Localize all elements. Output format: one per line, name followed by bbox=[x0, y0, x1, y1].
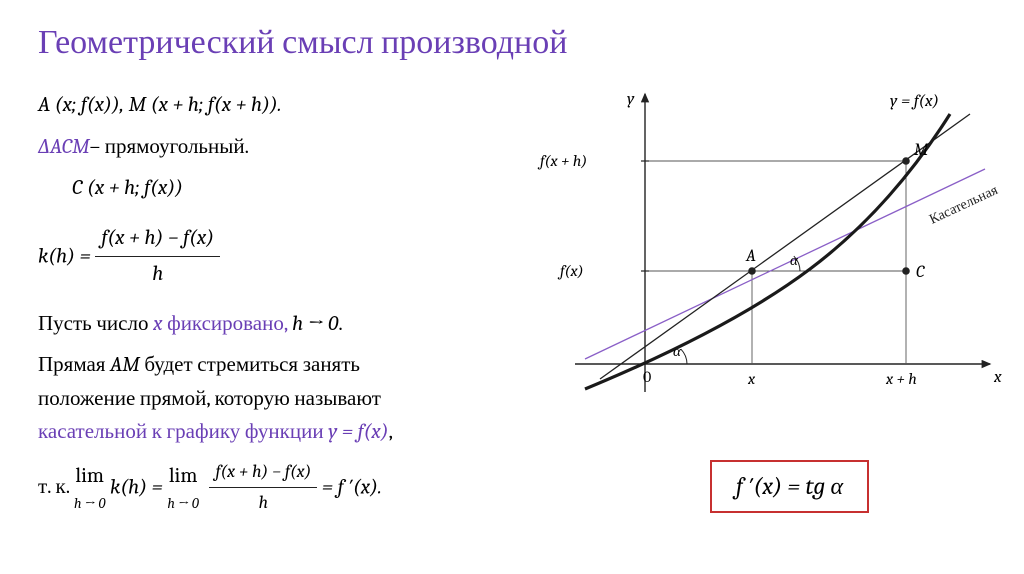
kh-numerator: f(x + h) − f(x) bbox=[95, 223, 220, 258]
line-kh-formula: k(h) = f(x + h) − f(x) h bbox=[38, 223, 518, 291]
lim-num: f(x + h) − f(x) bbox=[209, 459, 317, 489]
fixed-b: фиксировано, bbox=[162, 312, 292, 336]
lim-2: lim h → 0 bbox=[167, 461, 198, 514]
line-tangent: касательной к графику функции y = f(x), bbox=[38, 417, 518, 449]
line-position: положение прямой, которую называют bbox=[38, 384, 518, 416]
lim-fraction: f(x + h) − f(x) h bbox=[209, 459, 317, 518]
svg-text:f(x + h): f(x + h) bbox=[537, 152, 587, 170]
svg-text:α: α bbox=[673, 342, 682, 360]
svg-text:x: x bbox=[747, 370, 756, 388]
svg-text:Касательная: Касательная bbox=[927, 181, 1001, 228]
svg-text:y: y bbox=[627, 90, 635, 109]
tangent-text: касательной к графику функции bbox=[38, 420, 328, 444]
fixed-dot: . bbox=[338, 312, 342, 336]
lim-kh: k(h) = bbox=[110, 475, 167, 499]
tangent-eq: y = f(x) bbox=[328, 420, 388, 444]
svg-text:x + h: x + h bbox=[885, 370, 917, 388]
kh-fraction: f(x + h) − f(x) h bbox=[95, 223, 220, 291]
lim-space bbox=[203, 483, 204, 491]
lim-2-top: lim bbox=[167, 461, 198, 493]
lim-1: lim h → 0 bbox=[74, 461, 105, 514]
svg-text:x: x bbox=[993, 368, 1002, 387]
svg-text:A: A bbox=[745, 247, 756, 266]
lim-eq-fprime: = f ′(x). bbox=[322, 475, 382, 499]
triangle-rect: – прямоугольный. bbox=[90, 135, 249, 159]
fixed-a: Пусть число bbox=[38, 312, 153, 336]
lim-prefix: т. к. bbox=[38, 475, 74, 499]
line-AM-tend: Прямая AM будет стремиться занять bbox=[38, 350, 518, 382]
lim-2-sub: h → 0 bbox=[167, 493, 198, 514]
boxed-alpha: α bbox=[830, 472, 843, 500]
kh-denominator: h bbox=[95, 257, 220, 291]
left-column: A (x; f(x)), M (x + h; f(x + h)). ∆ACM– … bbox=[38, 90, 518, 527]
fixed-h: h → 0 bbox=[292, 312, 338, 336]
line-fixed: Пусть число x фиксировано, h → 0. bbox=[38, 309, 518, 341]
svg-text:f(x): f(x) bbox=[557, 262, 584, 280]
boxed-result: f ′(x) = tg α bbox=[710, 460, 869, 513]
M-label: M bbox=[124, 93, 151, 117]
title-text: Геометрический смысл производной bbox=[38, 22, 567, 62]
boxed-fprime: f ′(x) = bbox=[736, 472, 805, 500]
A-coords: (x; f(x)), bbox=[55, 93, 124, 117]
kh-lhs: k(h) = bbox=[38, 244, 95, 268]
line-points-AM: A (x; f(x)), M (x + h; f(x + h)). bbox=[38, 90, 518, 122]
svg-text:C: C bbox=[916, 263, 925, 282]
tangent-comma: , bbox=[389, 420, 393, 444]
line-point-C: C (x + h; f(x)) bbox=[72, 173, 518, 205]
line-limit: т. к. lim h → 0 k(h) = lim h → 0 f(x + h… bbox=[38, 459, 518, 518]
line-triangle: ∆ACM– прямоугольный. bbox=[38, 132, 518, 164]
lim-1-sub: h → 0 bbox=[74, 493, 105, 514]
diagram-svg: x y 0 Касательная y = f(x) α α A M Cx x + h f(x) f(x… bbox=[530, 84, 1010, 414]
lim-1-top: lim bbox=[74, 461, 105, 493]
svg-text:0: 0 bbox=[643, 368, 651, 386]
M-coords: (x + h; f(x + h)). bbox=[151, 93, 282, 117]
C-label: C bbox=[72, 176, 87, 200]
slide-title: Геометрический смысл производной bbox=[38, 22, 567, 62]
lim-den: h bbox=[209, 488, 317, 517]
derivative-diagram: x y 0 Касательная y = f(x) α α A M Cx x + h f(x) f(x… bbox=[530, 84, 1010, 414]
AM-label: AM bbox=[110, 353, 140, 377]
boxed-tg: tg bbox=[805, 472, 830, 500]
C-coords: (x + h; f(x)) bbox=[87, 176, 183, 200]
svg-text:α: α bbox=[790, 251, 799, 269]
AM-b: будет стремиться занять bbox=[140, 353, 360, 377]
A-label: A bbox=[38, 93, 55, 117]
svg-text:y = f(x): y = f(x) bbox=[890, 92, 939, 111]
svg-text:M: M bbox=[914, 141, 929, 160]
AM-a: Прямая bbox=[38, 353, 110, 377]
position-text: положение прямой, которую называют bbox=[38, 387, 381, 411]
triangle-ACM: ∆ACM bbox=[38, 135, 90, 159]
